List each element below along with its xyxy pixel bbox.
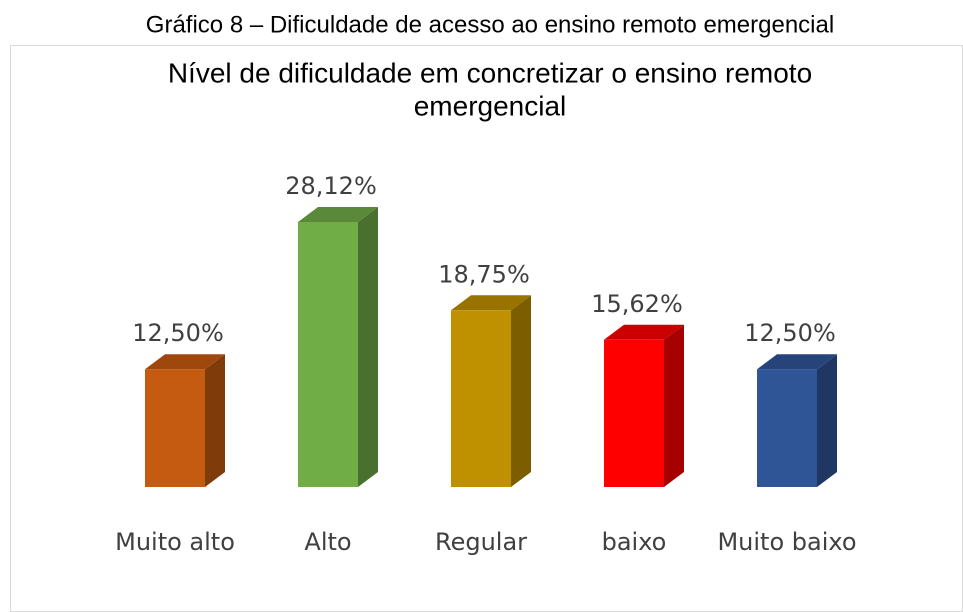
data-label: 12,50% [744, 319, 836, 347]
bar [757, 369, 817, 487]
chart-title: emergencial [414, 90, 567, 121]
x-tick-label: baixo [602, 528, 667, 556]
bar-side [358, 207, 378, 487]
bar-side [664, 324, 684, 487]
bar-side [817, 354, 837, 487]
bar-top [757, 354, 837, 370]
x-tick-label: Regular [435, 528, 527, 556]
x-tick-label: Muito alto [115, 528, 235, 556]
x-tick-label: Alto [304, 528, 351, 556]
bar [604, 339, 664, 487]
bar-top [604, 324, 684, 340]
bar [145, 369, 205, 487]
bar-side [205, 354, 225, 487]
bar-top [298, 207, 378, 222]
bar-top [145, 354, 225, 370]
bar [451, 310, 511, 487]
caption: Gráfico 8 – Dificuldade de acesso ao ens… [146, 11, 834, 38]
data-label: 18,75% [438, 260, 530, 288]
data-label: 28,12% [285, 172, 377, 200]
data-label: 12,50% [132, 319, 224, 347]
chart-title: Nível de dificuldade em concretizar o en… [168, 57, 812, 88]
bar [298, 222, 358, 487]
x-tick-label: Muito baixo [717, 528, 856, 556]
data-label: 15,62% [591, 290, 683, 318]
bar-top [451, 295, 531, 311]
bar-side [511, 295, 531, 487]
